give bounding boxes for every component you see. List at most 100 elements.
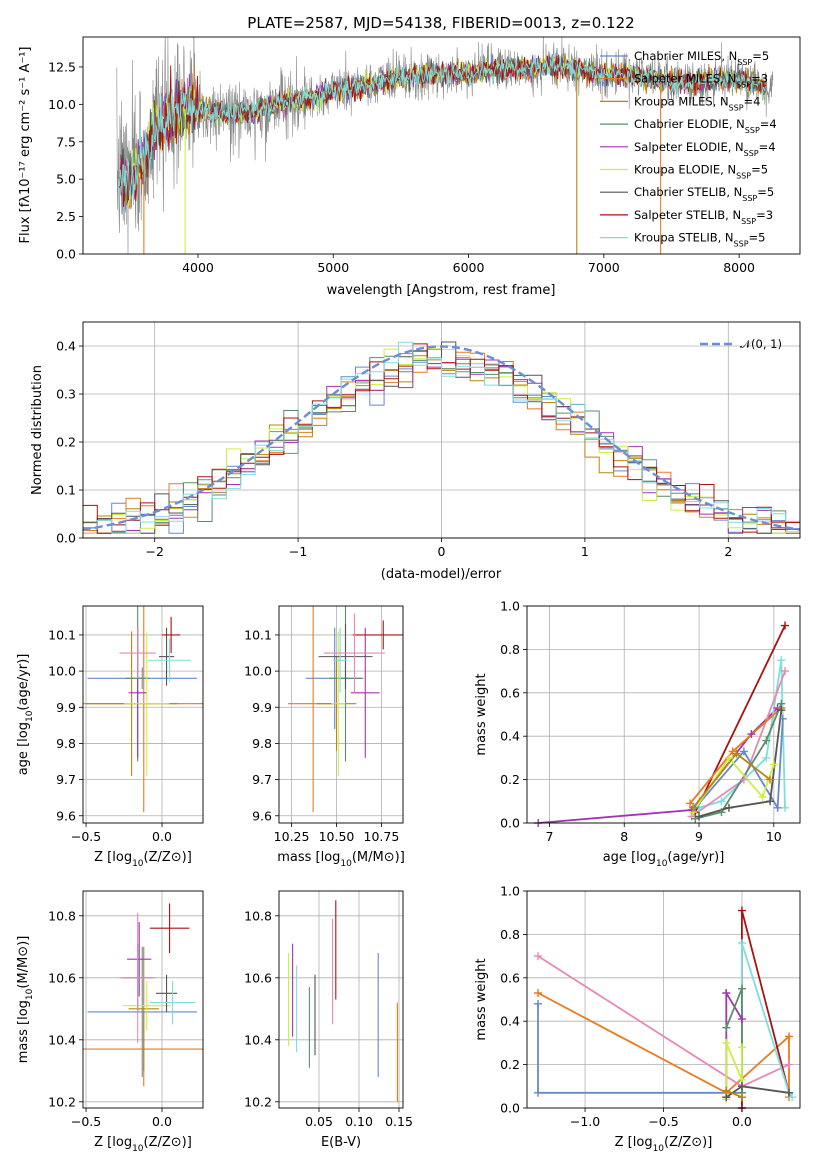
y-tick-label: 10.6 xyxy=(244,970,272,985)
y-tick-label: 9.9 xyxy=(56,700,76,715)
y-tick-label: 0.4 xyxy=(500,729,520,744)
plus-marker xyxy=(777,706,786,715)
plus-marker xyxy=(766,797,775,806)
x-tick-label: 4000 xyxy=(182,260,214,275)
weight-line-9 xyxy=(698,710,783,818)
x-tick-label: 8 xyxy=(620,829,628,844)
plus-marker xyxy=(747,730,756,739)
plus-marker xyxy=(737,939,746,948)
x-tick-label: 6000 xyxy=(453,260,485,275)
weight-line-4 xyxy=(741,910,790,1108)
x-tick-label: 7 xyxy=(545,829,553,844)
weight-line-1 xyxy=(537,1003,743,1108)
weight-vs-z-panel: −1.0 −0.5 0.0 0.0 0.2 0.4 0.6 0.8 1.0 Z [log10(Z/… xyxy=(474,884,801,1154)
weight-line-1 xyxy=(694,625,786,813)
y-tick-label: 0.4 xyxy=(56,339,76,354)
x-axis-label: Z [log10(Z/Z⊙)] xyxy=(94,850,192,869)
plus-marker xyxy=(758,792,767,801)
weight-line-10 xyxy=(725,1089,743,1099)
y-tick-label: 10.0 xyxy=(244,664,272,679)
plus-marker xyxy=(778,714,787,723)
plus-marker xyxy=(739,747,748,756)
plus-marker xyxy=(686,799,695,808)
y-tick-label: 10.1 xyxy=(244,627,272,642)
plus-marker xyxy=(717,808,726,817)
x-axis-label: age [log10(age/yr)] xyxy=(603,850,725,869)
plus-marker xyxy=(533,988,542,997)
legend-label-5: Salpeter ELODIE, NSSP=4 xyxy=(634,140,776,158)
legend-label: 𝒩(0, 1) xyxy=(740,337,782,351)
x-tick-label: −0.5 xyxy=(71,1114,101,1129)
x-tick-label: 5000 xyxy=(317,260,349,275)
y-tick-label: 0.8 xyxy=(500,642,520,657)
plus-marker xyxy=(722,988,731,997)
x-axis-label: mass [log10(M/M⊙)] xyxy=(277,850,405,869)
residuals-panel: −2 −1 0 1 2 0.0 0.1 0.2 0.3 0.4 (data-model)/error… xyxy=(30,321,801,582)
y-tick-label: 10.2 xyxy=(48,1094,76,1109)
normal-curve xyxy=(83,345,800,531)
y-tick-label: 10.8 xyxy=(244,908,272,923)
x-tick-label: 0.15 xyxy=(385,1114,413,1129)
plus-marker xyxy=(533,999,542,1008)
plot-area xyxy=(538,625,786,823)
y-tick-label: 1.0 xyxy=(500,599,520,614)
x-axis-label: (data-model)/error xyxy=(381,567,502,582)
plot-area xyxy=(83,341,800,534)
plus-marker xyxy=(781,621,790,630)
x-tick-label: 8000 xyxy=(723,260,755,275)
x-axis-label: E(B-V) xyxy=(321,1135,361,1150)
axes-frame xyxy=(82,321,801,539)
y-tick-label: 0.6 xyxy=(500,685,520,700)
plus-marker xyxy=(785,1032,794,1041)
x-tick-label: 10.25 xyxy=(274,829,310,844)
axes-frame xyxy=(526,605,801,824)
axes-frame xyxy=(278,890,404,1109)
legend-label-7: Chabrier STELIB, NSSP=5 xyxy=(634,185,774,203)
weight-line-9 xyxy=(725,1085,790,1098)
plus-marker xyxy=(737,1093,746,1102)
plus-marker xyxy=(533,1088,542,1097)
plus-marker xyxy=(717,797,726,806)
y-tick-label: 10.4 xyxy=(48,1032,76,1047)
y-tick-label: 0.2 xyxy=(56,435,76,450)
y-tick-label: 10.6 xyxy=(48,970,76,985)
legend-label-1: Chabrier MILES, NSSP=5 xyxy=(634,49,769,67)
plus-marker xyxy=(762,736,771,745)
plus-marker xyxy=(737,1043,746,1052)
model-line-8 xyxy=(119,54,766,207)
y-tick-label: 9.9 xyxy=(252,700,272,715)
x-tick-label: 10 xyxy=(766,829,782,844)
legend-label-3: Kroupa MILES, NSSP=4 xyxy=(634,94,760,112)
weight-line-8 xyxy=(725,1042,743,1100)
plus-marker xyxy=(689,803,698,812)
plus-marker xyxy=(766,775,775,784)
plus-marker xyxy=(724,753,733,762)
plus-marker xyxy=(533,952,542,961)
y-tick-label: 0.4 xyxy=(500,1014,520,1029)
x-tick-label: 0.10 xyxy=(345,1114,373,1129)
plus-marker xyxy=(737,1082,746,1091)
plus-marker xyxy=(737,984,746,993)
plus-marker xyxy=(724,803,733,812)
plus-marker xyxy=(785,1060,794,1069)
y-tick-label: 0.2 xyxy=(500,1057,520,1072)
y-tick-label: 0.8 xyxy=(500,927,520,942)
plus-marker xyxy=(722,1023,731,1032)
x-tick-label: −0.5 xyxy=(71,829,101,844)
x-tick-label: 10.75 xyxy=(364,829,400,844)
x-tick-label: 1 xyxy=(581,544,589,559)
x-tick-label: 9 xyxy=(695,829,703,844)
age-vs-mass-panel: 10.25 10.50 10.75 9.6 9.7 9.8 9.9 10.0 10.1 mass … xyxy=(244,605,405,869)
y-tick-label: 10.0 xyxy=(48,664,76,679)
plus-marker xyxy=(777,656,786,665)
x-tick-label: 0.05 xyxy=(305,1114,333,1129)
y-axis-label: age [log10(age/yr)] xyxy=(16,654,35,776)
y-axis-label: mass weight xyxy=(474,958,489,1040)
x-axis-label: Z [log10(Z/Z⊙)] xyxy=(94,1135,192,1154)
legend: Chabrier MILES, NSSP=5 Salpeter MILES, NS… xyxy=(600,49,777,248)
plot-area xyxy=(116,37,774,254)
axes-frame xyxy=(82,36,801,255)
y-tick-label: 12.5 xyxy=(48,59,76,74)
x-tick-label: −1 xyxy=(289,544,307,559)
y-tick-label: 0.3 xyxy=(56,387,76,402)
